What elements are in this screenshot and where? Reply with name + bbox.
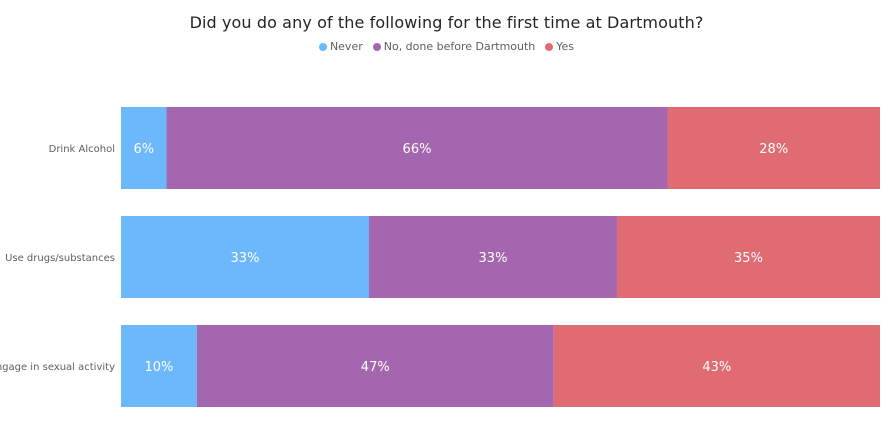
bar-drink-alcohol-yes[interactable] (667, 107, 880, 189)
data-label-sexual-activity-yes: 43% (702, 360, 731, 375)
data-label-drink-alcohol-never: 6% (133, 142, 154, 157)
data-label-drink-alcohol-done-before: 66% (403, 142, 432, 157)
category-label-drink-alcohol: Drink Alcohol (49, 144, 115, 155)
data-label-drink-alcohol-yes: 28% (759, 142, 788, 157)
bar-sexual-activity-done-before[interactable] (196, 325, 554, 407)
bar-sexual-activity-never[interactable] (121, 325, 197, 407)
data-label-use-drugs-never: 33% (231, 251, 260, 266)
legend-item-done-before[interactable]: No, done before Dartmouth (372, 40, 536, 53)
data-label-use-drugs-yes: 35% (734, 251, 763, 266)
legend-label-yes: Yes (556, 40, 575, 53)
bar-use-drugs-yes[interactable] (616, 216, 880, 298)
legend-item-yes[interactable]: Yes (545, 40, 574, 53)
bar-drink-alcohol-done-before[interactable] (166, 107, 668, 189)
legend-marker-yes (545, 42, 554, 51)
data-label-sexual-activity-done-before: 47% (361, 360, 390, 375)
legend-marker-never (318, 42, 327, 51)
data-label-sexual-activity-never: 10% (144, 360, 173, 375)
legend: Never No, done before Dartmouth Yes (0, 40, 893, 53)
legend-marker-done-before (372, 42, 381, 51)
bar-use-drugs-done-before[interactable] (368, 216, 617, 298)
chart-title: Did you do any of the following for the … (189, 13, 704, 32)
legend-label-done-before: No, done before Dartmouth (383, 40, 536, 53)
bar-use-drugs-never[interactable] (121, 216, 369, 298)
category-label-use-drugs: Use drugs/substances (5, 253, 115, 264)
bar-drink-alcohol-never[interactable] (121, 107, 167, 189)
data-label-use-drugs-done-before: 33% (479, 251, 508, 266)
bar-sexual-activity-yes[interactable] (553, 325, 880, 407)
legend-item-never[interactable]: Never (318, 40, 363, 53)
category-label-sexual-activity: Engage in sexual activity (0, 362, 115, 373)
legend-label-never: Never (329, 40, 363, 53)
